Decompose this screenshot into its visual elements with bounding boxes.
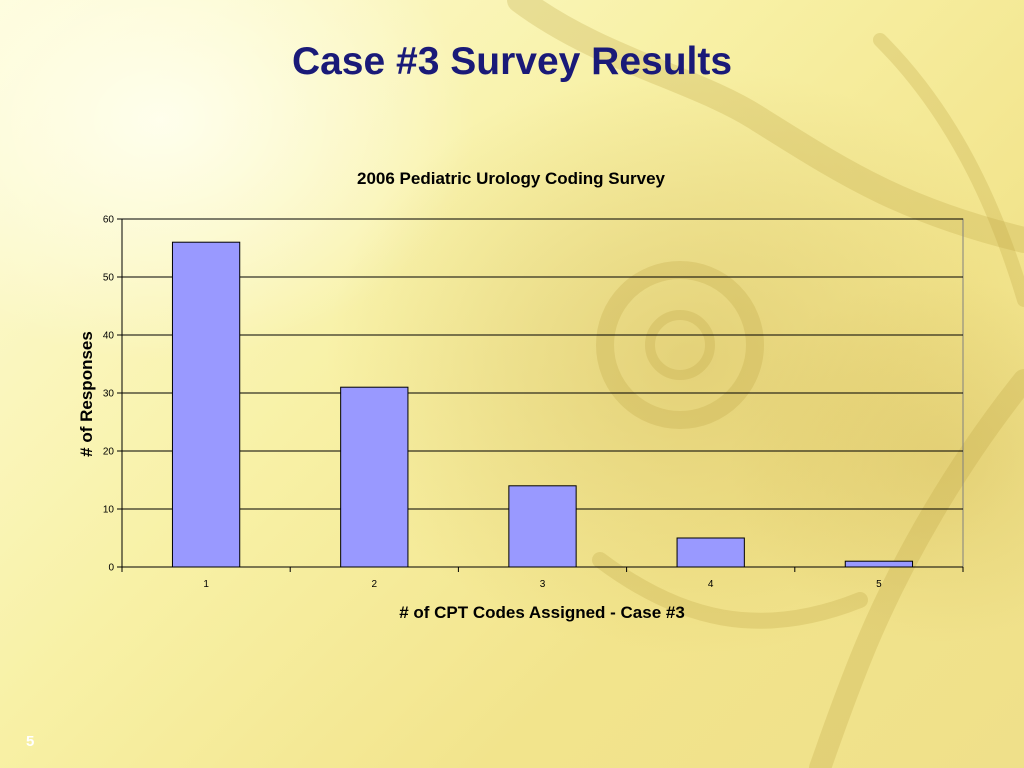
- bars: [171, 241, 914, 568]
- bar-3: [508, 485, 577, 568]
- x-tick-label: 4: [708, 579, 714, 590]
- x-tick-label: 2: [372, 579, 378, 590]
- y-tick-label: 50: [103, 273, 115, 284]
- bar-4: [676, 537, 745, 568]
- x-tick-label: 1: [203, 579, 209, 590]
- chart-title: 2006 Pediatric Urology Coding Survey: [357, 169, 666, 188]
- bar-1: [171, 241, 241, 568]
- y-tick-label: 10: [103, 505, 115, 516]
- x-axis-label: # of CPT Codes Assigned - Case #3: [399, 603, 685, 622]
- x-tick-label: 5: [876, 579, 882, 590]
- page-number: 5: [26, 733, 35, 750]
- slide-title: Case #3 Survey Results: [291, 40, 733, 83]
- y-tick-label: 60: [103, 215, 115, 226]
- y-tick-label: 30: [103, 389, 115, 400]
- y-axis-label: # of Responses: [77, 331, 96, 457]
- x-tick-label: 3: [540, 579, 546, 590]
- y-tick-label: 20: [103, 447, 115, 458]
- bar-5: [844, 560, 914, 568]
- bar-2: [340, 386, 409, 568]
- axes: 0 10 20 30 40 50 60 1 2 3 4 5: [103, 215, 964, 590]
- y-tick-label: 40: [103, 331, 115, 342]
- y-tick-label: 0: [108, 563, 114, 574]
